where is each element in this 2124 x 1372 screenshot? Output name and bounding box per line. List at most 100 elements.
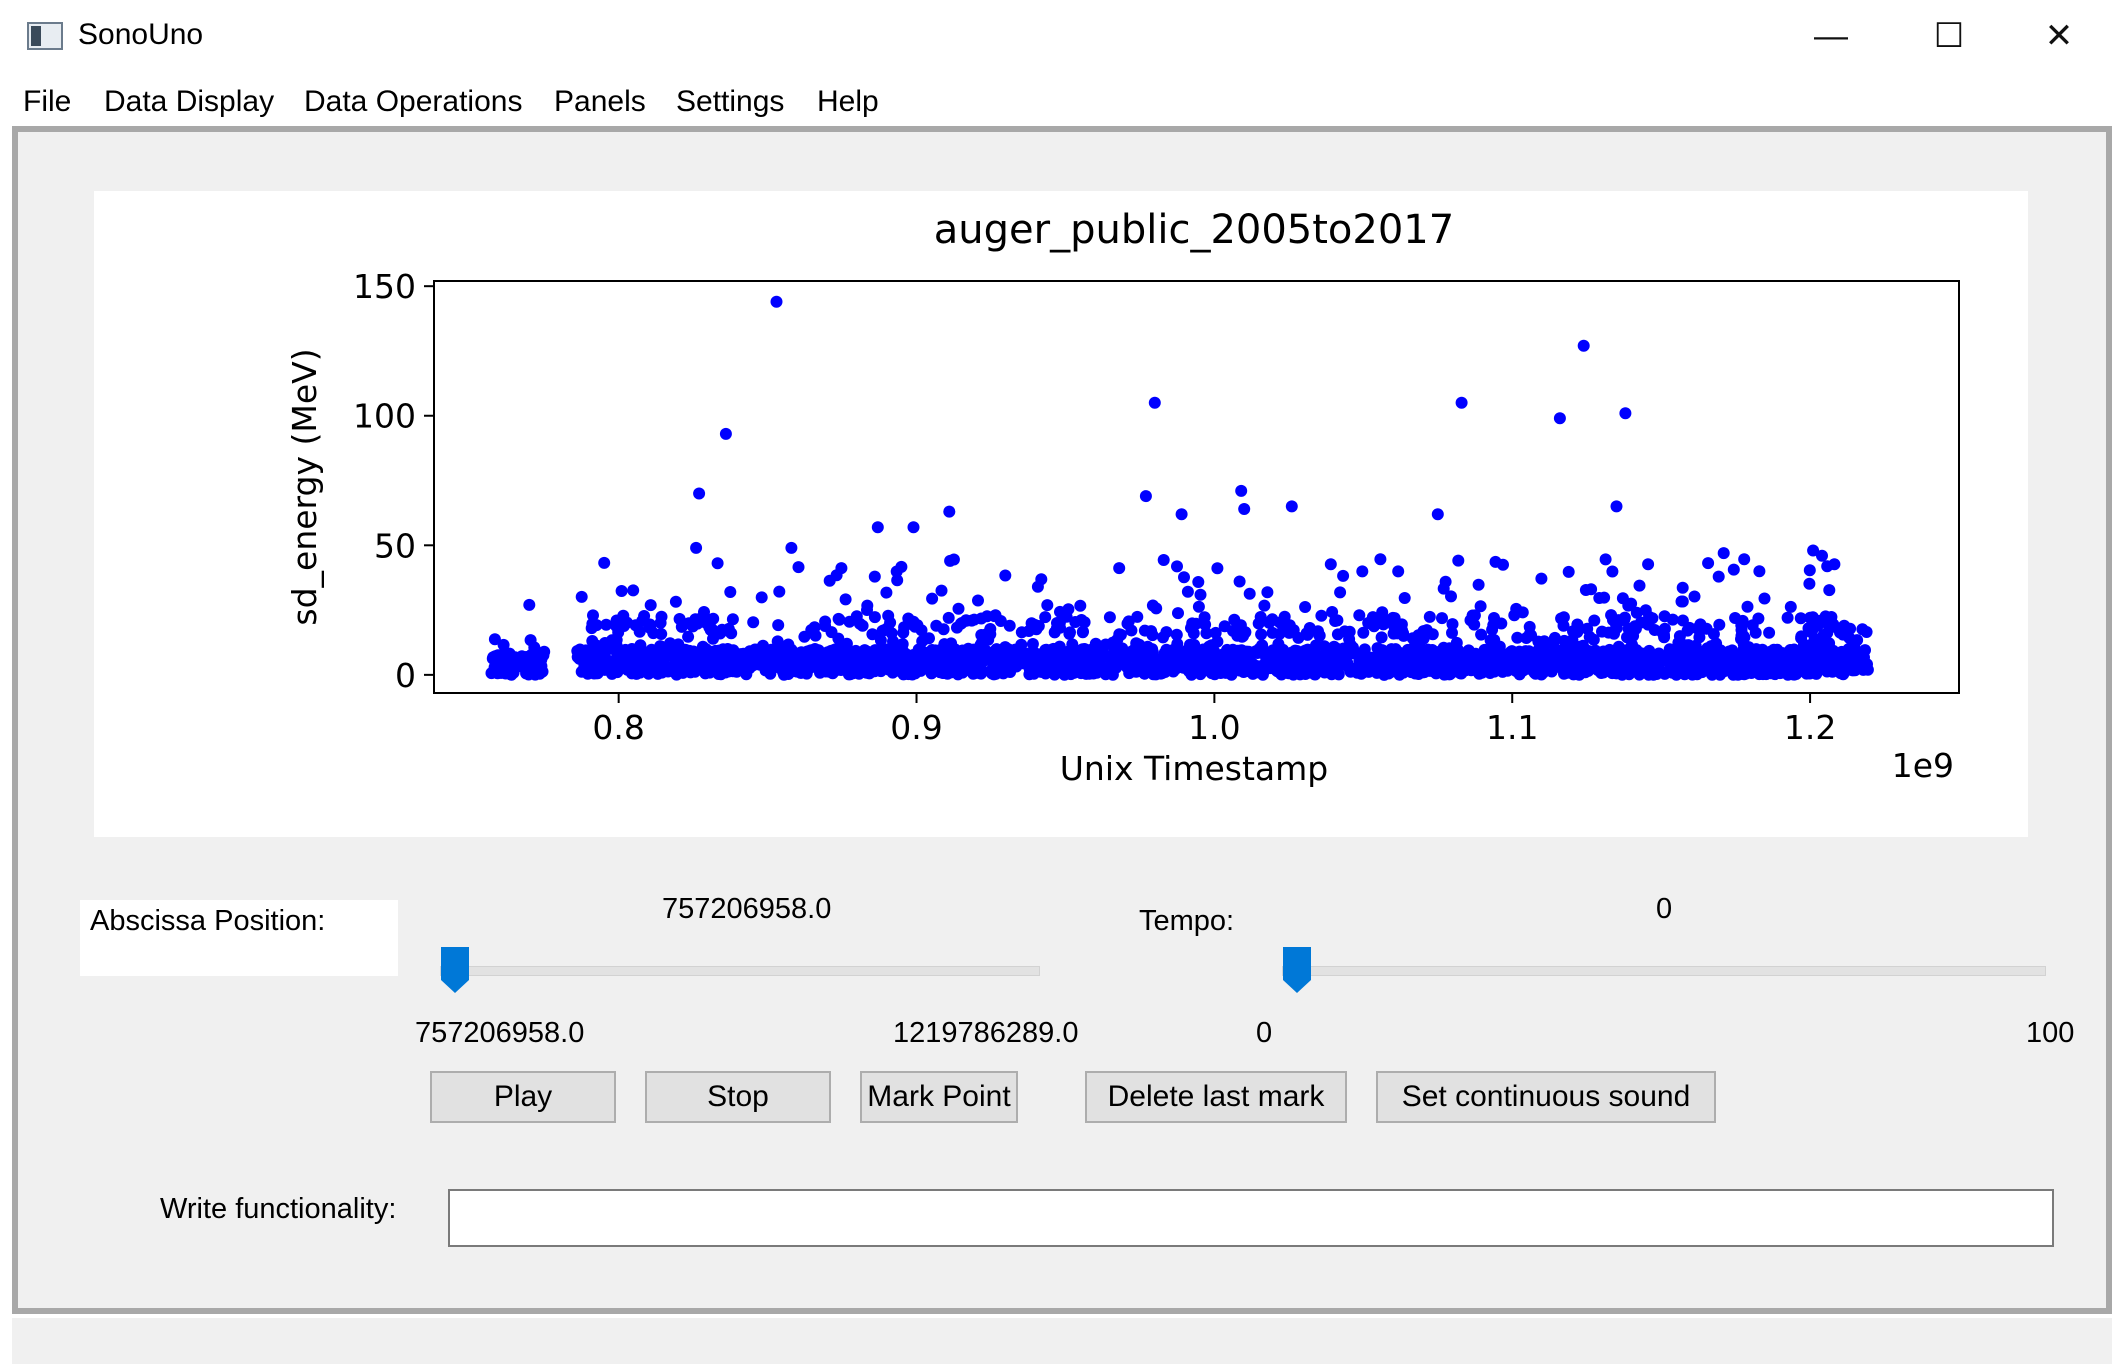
scatter-point [906, 656, 919, 669]
scatter-point [1675, 595, 1688, 608]
scatter-point [1010, 660, 1023, 673]
scatter-point [1708, 655, 1721, 668]
scatter-point [610, 634, 623, 646]
scatter-point [1535, 572, 1548, 585]
scatter-point [929, 649, 942, 662]
tempo-slider[interactable] [1282, 946, 2046, 998]
x-tick-label: 1.2 [1784, 708, 1836, 747]
scatter-point [844, 668, 857, 681]
scatter-point [1707, 628, 1720, 641]
scatter-point [1683, 621, 1696, 634]
scatter-point [887, 635, 899, 648]
scatter-point [1668, 644, 1681, 657]
scatter-point [1860, 626, 1873, 638]
scatter-point [1729, 612, 1742, 624]
scatter-point [1820, 616, 1833, 629]
menu-panels[interactable]: Panels [554, 85, 646, 118]
scatter-point [1062, 603, 1075, 616]
scatter-point [754, 658, 766, 671]
scatter-point [1192, 600, 1205, 613]
scatter-point [882, 609, 895, 622]
y-tick-label: 0 [395, 656, 416, 695]
scatter-point [1784, 600, 1797, 613]
menu-help[interactable]: Help [817, 85, 879, 118]
scatter-point [1446, 618, 1459, 631]
scatter-point [1406, 632, 1419, 645]
scatter-point [1722, 654, 1735, 667]
abscissa-slider-thumb[interactable] [440, 946, 470, 994]
scatter-point [1121, 617, 1134, 630]
tempo-slider-thumb[interactable] [1282, 946, 1312, 994]
maximize-button[interactable]: ☐ [1933, 17, 1965, 55]
scatter-point [1732, 668, 1744, 681]
scatter-point [711, 557, 724, 570]
delete-last-mark-button[interactable]: Delete last mark [1085, 1071, 1347, 1123]
scatter-point-outlier [1619, 407, 1632, 420]
scatter-point [1036, 660, 1049, 673]
menu-data-operations[interactable]: Data Operations [304, 85, 523, 118]
scatter-point-outlier [785, 541, 798, 554]
menu-file[interactable]: File [23, 85, 72, 118]
scatter-point [1187, 627, 1200, 640]
scatter-point [1242, 645, 1255, 658]
abscissa-slider[interactable] [440, 946, 1040, 998]
scatter-point [755, 591, 768, 604]
scatter-point [1803, 564, 1816, 577]
scatter-point [1684, 645, 1697, 658]
tempo-current-value: 0 [1656, 893, 1673, 925]
scatter-point [1847, 653, 1860, 666]
scatter-point [1627, 644, 1640, 657]
scatter-point [532, 667, 545, 680]
write-functionality-input[interactable] [448, 1189, 2054, 1247]
menu-settings[interactable]: Settings [676, 85, 785, 118]
scatter-point [1571, 626, 1584, 638]
abscissa-max-label: 1219786289.0 [893, 1017, 1079, 1049]
scatter-point [1023, 663, 1036, 676]
scatter-point [696, 648, 708, 661]
scatter-point [686, 647, 699, 660]
scatter-point [1211, 562, 1224, 575]
scatter-point [1320, 657, 1333, 670]
scatter-point [911, 619, 924, 632]
scatter-point [789, 660, 802, 673]
scatter-point-outlier [1175, 508, 1188, 521]
scatter-point [1797, 661, 1810, 674]
menu-data-display[interactable]: Data Display [104, 85, 275, 118]
scatter-point [1442, 665, 1455, 678]
scatter-point [1446, 626, 1458, 639]
minimize-button[interactable]: — [1814, 17, 1848, 55]
scatter-point [1727, 563, 1740, 576]
scatter-point [874, 634, 887, 647]
scatter-point [1124, 648, 1137, 661]
scatter-point [1334, 586, 1347, 599]
scatter-point [809, 629, 822, 642]
chart-title: auger_public_2005to2017 [934, 207, 1454, 253]
scatter-point [1452, 554, 1465, 567]
stop-button[interactable]: Stop [645, 1071, 831, 1123]
scatter-point-outlier [1753, 565, 1766, 578]
scatter-point [1287, 668, 1300, 681]
close-button[interactable]: ✕ [2044, 17, 2074, 55]
scatter-point [895, 560, 908, 573]
scatter-point [1436, 612, 1448, 625]
scatter-point [600, 618, 613, 631]
mark-point-button[interactable]: Mark Point [860, 1071, 1018, 1123]
x-axis-label: Unix Timestamp [1060, 749, 1328, 788]
scatter-point [1828, 558, 1841, 571]
scatter-point [1387, 619, 1400, 632]
scatter-point [499, 667, 512, 680]
set-continuous-sound-button[interactable]: Set continuous sound [1376, 1071, 1716, 1123]
scatter-point [792, 561, 805, 574]
scatter-point [1702, 557, 1715, 570]
scatter-point [839, 593, 852, 606]
scatter-point-outlier [523, 598, 536, 611]
scatter-point [1256, 639, 1269, 652]
play-button[interactable]: Play [430, 1071, 616, 1123]
scatter-point [1806, 611, 1819, 624]
scatter-point [497, 638, 510, 651]
scatter-point [617, 620, 630, 632]
scatter-point [937, 623, 950, 636]
scatter-point [934, 662, 947, 675]
scatter-point [909, 667, 922, 680]
scatter-point [1441, 652, 1454, 665]
